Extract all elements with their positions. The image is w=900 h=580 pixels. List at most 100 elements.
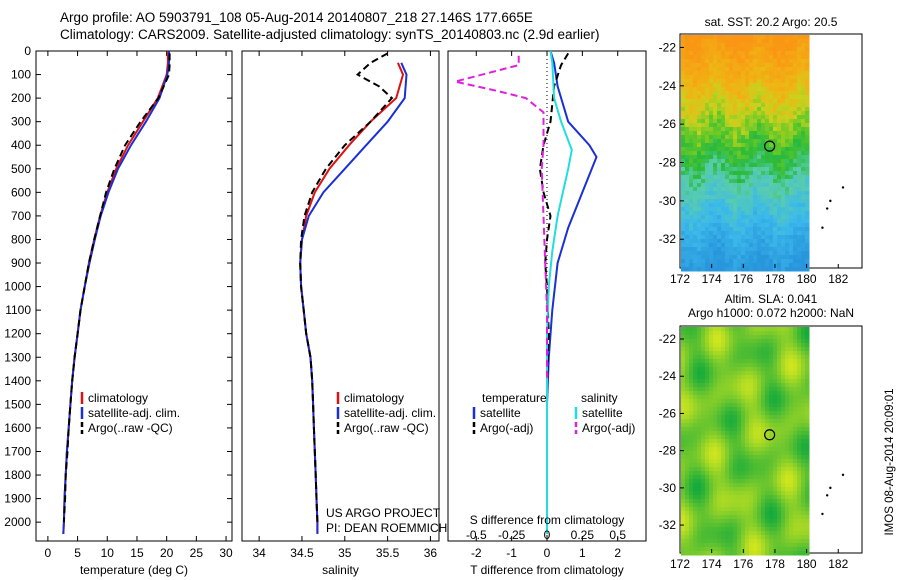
map-cell [765,179,770,184]
map-cell [789,147,794,152]
map-cell [717,43,722,48]
map-cell [777,335,782,340]
map-cell [709,451,714,456]
map-cell [713,263,718,268]
map-cell [797,191,802,196]
map-cell [729,67,734,72]
map-cell [681,119,686,124]
map-cell [741,75,746,80]
map-cell [785,59,790,64]
map-cell [805,247,810,252]
map-cell [713,259,718,264]
map-cell [781,459,786,464]
map-cell [713,355,718,360]
map-cell [805,467,810,472]
map-cell [725,507,730,512]
map-cell [701,179,706,184]
map-cell [785,363,790,368]
map-cell [757,87,762,92]
map-cell [709,127,714,132]
map-cell [737,531,742,536]
map-cell [753,543,758,548]
map-cell [781,151,786,156]
map-cell [797,131,802,136]
map-cell [765,227,770,232]
map-cell [801,99,806,104]
map-cell [729,263,734,268]
map-cell [781,155,786,160]
map-cell [681,135,686,140]
map-cell [789,547,794,552]
map-cell [805,111,810,116]
map-cell [721,475,726,480]
map-cell [769,499,774,504]
map-cell [773,407,778,412]
map-cell [797,499,802,504]
map-cell [721,83,726,88]
map-cell [749,495,754,500]
map-cell [725,363,730,368]
map-cell [749,543,754,548]
map-cell [693,515,698,520]
map-cell [773,255,778,260]
map-cell [697,227,702,232]
map-cell [789,359,794,364]
map-cell [693,363,698,368]
map-cell [765,543,770,548]
map-cell [761,39,766,44]
map-cell [789,43,794,48]
map-cell [697,459,702,464]
map-cell [721,479,726,484]
map-cell [745,139,750,144]
map-cell [749,103,754,108]
map-cell [777,135,782,140]
map-cell [761,339,766,344]
map-cell [705,187,710,192]
map-cell [685,447,690,452]
map-cell [773,63,778,68]
map-cell [685,195,690,200]
map-cell [717,255,722,260]
map-cell [737,379,742,384]
map-cell [745,103,750,108]
map-cell [709,143,714,148]
map-cell [725,511,730,516]
map-cell [745,267,750,272]
map-cell [709,543,714,548]
map-cell [689,415,694,420]
map-cell [789,119,794,124]
map-cell [781,507,786,512]
map-cell [697,83,702,88]
map-cell [741,531,746,536]
map-cell [693,71,698,76]
map-cell [785,263,790,268]
map-cell [805,191,810,196]
map-cell [701,51,706,56]
map-cell [681,383,686,388]
map-cell [717,127,722,132]
map-cell [801,379,806,384]
map-cell [681,107,686,112]
map-cell [697,483,702,488]
map-cell [717,187,722,192]
map-cell [689,151,694,156]
map-cell [741,39,746,44]
map-cell [773,443,778,448]
map-cell [797,195,802,200]
map-cell [793,263,798,268]
map-cell [781,115,786,120]
map-cell [797,375,802,380]
map-cell [729,47,734,52]
map-cell [769,199,774,204]
map-cell [717,115,722,120]
map-cell [733,411,738,416]
map-cell [717,215,722,220]
map-cell [733,427,738,432]
map-cell [801,131,806,136]
map-cell [785,79,790,84]
map-cell [729,127,734,132]
map-cell [773,243,778,248]
map-cell [689,103,694,108]
map-cell [793,51,798,56]
map-cell [709,551,714,556]
